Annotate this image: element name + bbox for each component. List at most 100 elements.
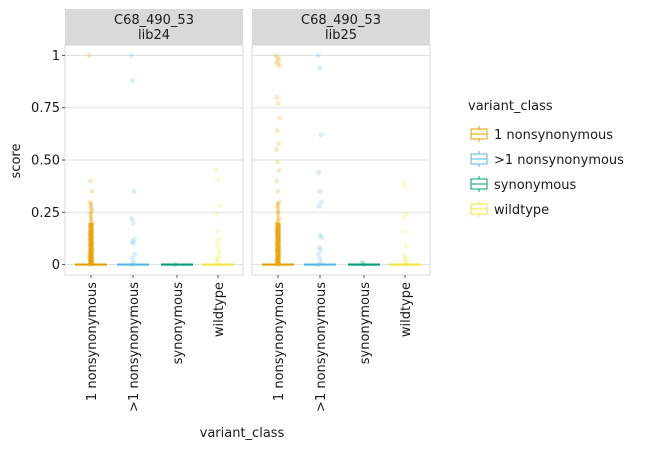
data-point <box>402 228 408 234</box>
data-point <box>217 249 223 255</box>
data-point <box>276 199 282 205</box>
data-point <box>316 203 322 209</box>
data-point <box>128 52 134 59</box>
data-point <box>213 257 219 263</box>
data-point <box>400 180 406 186</box>
data-point <box>276 63 282 69</box>
data-point <box>215 245 221 251</box>
legend-label: synonymous <box>494 178 576 193</box>
data-point <box>317 65 323 71</box>
x-tick-label: 1 nonsynonymous <box>85 282 100 401</box>
data-point <box>274 203 280 209</box>
data-point <box>275 188 281 194</box>
dense-points <box>275 222 281 265</box>
dense-points <box>88 222 94 265</box>
facet-strip <box>65 9 243 45</box>
data-point <box>276 57 282 63</box>
data-point <box>317 255 323 261</box>
data-point <box>87 199 93 205</box>
data-point <box>404 257 410 263</box>
legend-label: 1 nonsynonymous <box>494 128 613 143</box>
data-point <box>129 238 135 245</box>
dense-points <box>276 201 280 223</box>
data-point <box>87 211 93 217</box>
legend: variant_class 1 nonsynonymous >1 nonsynon… <box>468 99 624 218</box>
data-point <box>213 167 219 174</box>
facet-strip-label: C68_490_53 <box>301 13 381 28</box>
data-point <box>274 128 280 134</box>
data-point <box>129 215 135 222</box>
data-point <box>401 215 407 222</box>
data-point <box>216 203 222 209</box>
legend-item: wildtype <box>470 201 549 218</box>
data-point <box>274 94 280 100</box>
x-axis-title: variant_class <box>200 426 285 441</box>
data-point <box>131 188 137 194</box>
data-point <box>132 251 138 257</box>
y-tick-label: 0.25 <box>31 206 60 221</box>
x-tick-label: wildtype <box>212 282 227 337</box>
data-point <box>403 243 409 249</box>
data-point <box>276 140 282 146</box>
data-point <box>88 178 94 184</box>
data-point <box>214 241 220 247</box>
data-point <box>215 176 221 182</box>
x-tick-label: synonymous <box>358 282 373 364</box>
data-point <box>89 188 95 194</box>
data-point <box>402 184 408 190</box>
x-tick-label: 1 nonsynonymous <box>272 282 287 401</box>
y-tick-label: 0 <box>52 258 60 273</box>
data-point <box>130 77 136 84</box>
data-point <box>315 251 321 257</box>
x-tick-label: wildtype <box>399 282 414 337</box>
data-point <box>88 215 94 222</box>
data-point <box>130 241 136 247</box>
facet-strip-label: lib25 <box>325 28 357 43</box>
facet-strip <box>252 9 430 45</box>
x-tick-label: >1 nonsynonymous <box>127 282 142 412</box>
x-tick-label: >1 nonsynonymous <box>314 282 329 412</box>
data-point <box>315 52 321 59</box>
legend-item: synonymous <box>470 176 576 193</box>
data-point <box>317 232 323 238</box>
data-point <box>273 52 279 59</box>
data-point <box>317 188 323 194</box>
data-point <box>215 228 221 234</box>
x-tick-label: synonymous <box>171 282 186 364</box>
facet-strip-label: C68_490_53 <box>114 13 194 28</box>
data-point <box>88 203 94 209</box>
data-point <box>401 253 407 259</box>
legend-item: >1 nonsynonymous <box>470 151 624 168</box>
data-point <box>319 234 325 240</box>
data-point <box>216 255 222 261</box>
y-axis: 0 0.25 0.50 0.75 1 <box>31 49 65 273</box>
data-point <box>214 211 220 217</box>
data-point <box>275 61 281 67</box>
legend-title: variant_class <box>468 99 553 114</box>
data-point <box>403 211 409 217</box>
y-tick-label: 1 <box>52 49 60 64</box>
y-axis-title: score <box>9 144 24 179</box>
data-point <box>277 215 283 222</box>
data-point <box>274 59 280 65</box>
facet-strip-label: lib24 <box>138 28 170 43</box>
data-point <box>275 100 281 107</box>
data-point <box>273 146 279 153</box>
data-point <box>275 159 281 165</box>
data-point <box>130 220 136 226</box>
legend-item: 1 nonsynonymous <box>470 126 613 143</box>
data-point <box>318 199 324 205</box>
data-point <box>316 245 322 251</box>
data-point <box>402 255 408 261</box>
data-point <box>277 115 283 121</box>
legend-label: >1 nonsynonymous <box>494 153 624 168</box>
legend-label: wildtype <box>494 203 549 218</box>
y-tick-label: 0.75 <box>31 101 60 116</box>
data-point <box>318 247 324 253</box>
data-point <box>131 236 137 243</box>
data-point <box>316 169 322 176</box>
data-point <box>276 167 282 174</box>
